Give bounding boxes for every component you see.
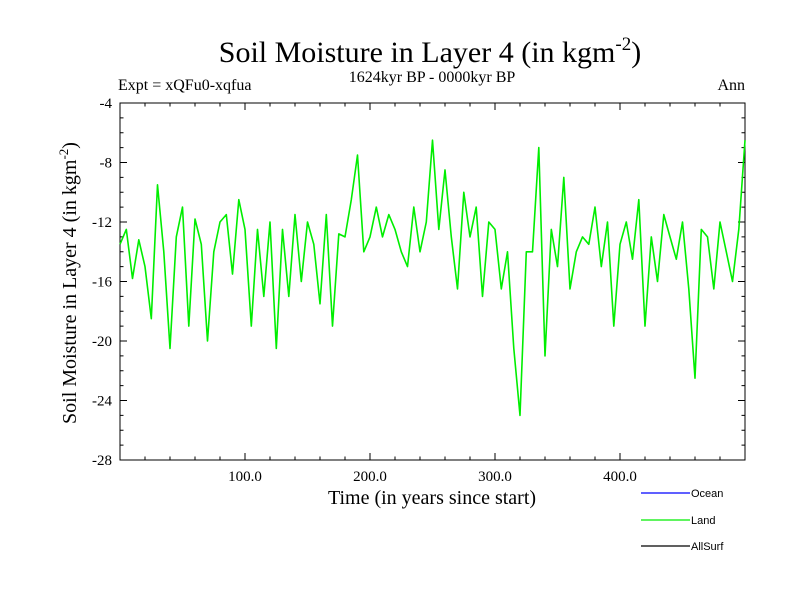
x-tick-label: 400.0 [603, 469, 637, 485]
x-tick-label: 100.0 [228, 469, 262, 485]
x-tick-labels: 100.0 200.0 300.0 400.0 [228, 469, 637, 485]
y-tick-label: -28 [92, 453, 112, 469]
y-tick-label: -24 [92, 394, 112, 410]
x-tick-label: 200.0 [353, 469, 387, 485]
experiment-label: Expt = xQFu0-xqfua [118, 77, 251, 94]
legend-label-ocean: Ocean [691, 488, 723, 500]
y-tick-label: -16 [92, 275, 112, 291]
x-axis-label: Time (in years since start) [328, 487, 536, 509]
y-tick-label: -20 [92, 334, 112, 350]
season-label: Ann [717, 77, 745, 94]
y-tick-label: -12 [92, 215, 112, 231]
chart-title: Soil Moisture in Layer 4 (in kgm-2) [219, 34, 641, 69]
legend: Ocean Land AllSurf [641, 488, 724, 553]
y-tick-label: -4 [100, 96, 113, 112]
legend-label-land: Land [691, 515, 715, 527]
chart-subtitle: 1624kyr BP - 0000kyr BP [349, 69, 516, 86]
series-layer [119, 139, 746, 417]
y-tick-label: -8 [100, 156, 113, 172]
y-tick-labels: -4 -8 -12 -16 -20 -24 -28 [92, 96, 112, 469]
x-tick-label: 300.0 [478, 469, 512, 485]
legend-label-allsurf: AllSurf [691, 541, 724, 553]
axis-ticks [120, 102, 745, 461]
series-line-land [119, 139, 746, 417]
y-axis-label: Soil Moisture in Layer 4 (in kgm-2) [56, 142, 81, 424]
